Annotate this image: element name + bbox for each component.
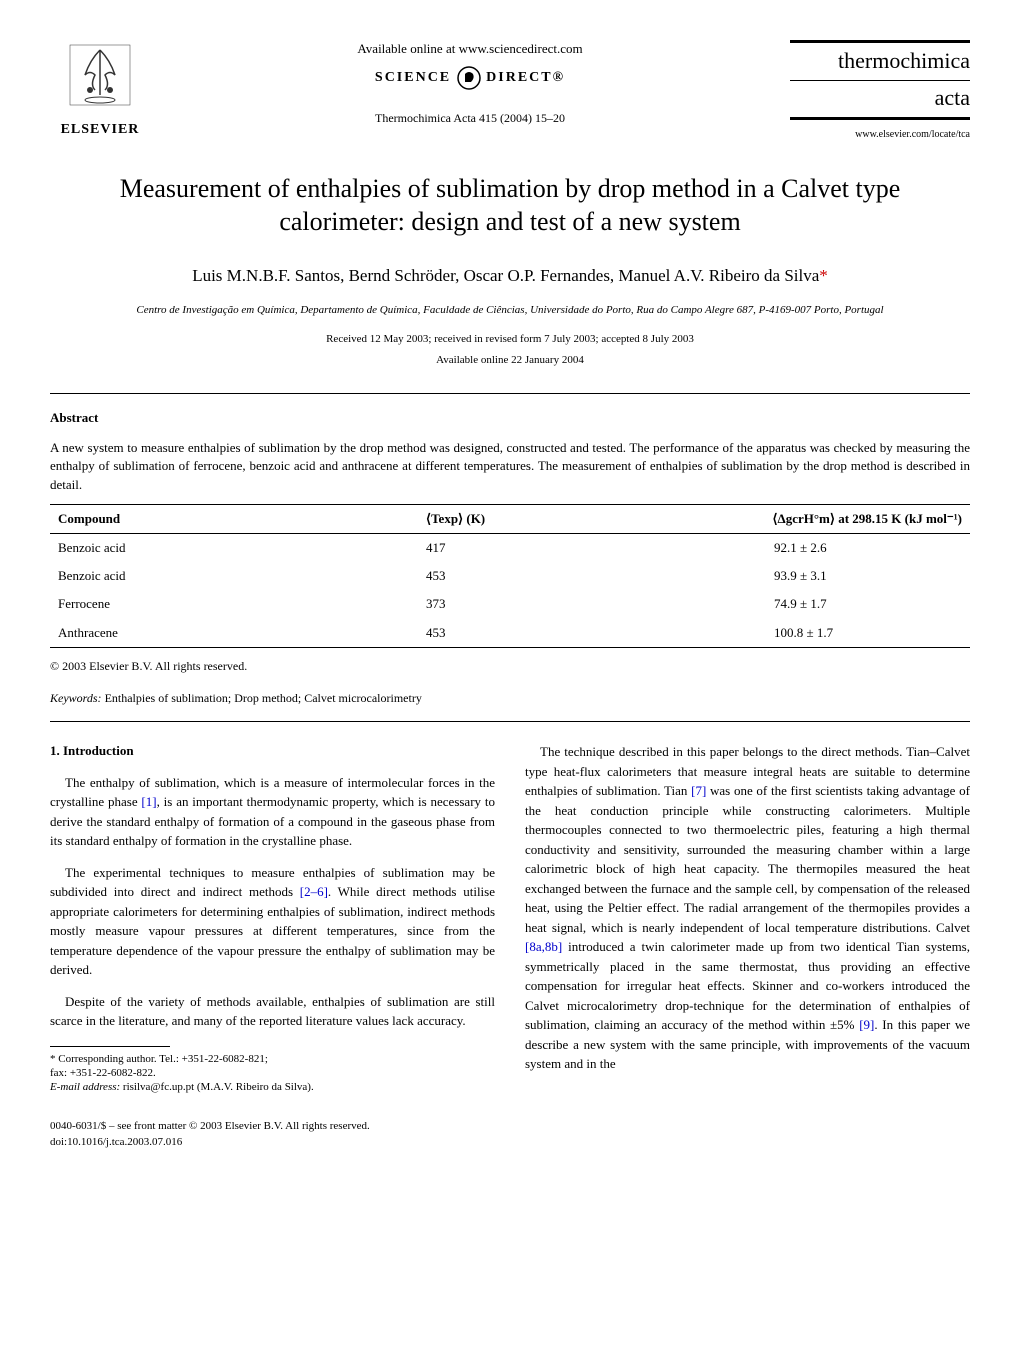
abstract-heading: Abstract: [50, 409, 970, 427]
table-header: ⟨Texp⟩ (K): [418, 504, 694, 533]
available-online-date: Available online 22 January 2004: [50, 353, 970, 368]
doi-line: doi:10.1016/j.tca.2003.07.016: [50, 1135, 970, 1150]
authors: Luis M.N.B.F. Santos, Bernd Schröder, Os…: [50, 264, 970, 288]
introduction-heading: 1. Introduction: [50, 742, 495, 760]
ref-link[interactable]: [8a,8b]: [525, 939, 562, 954]
journal-title: thermochimica: [790, 40, 970, 81]
table-row: Benzoic acid 453 93.9 ± 3.1: [50, 562, 970, 590]
ref-link[interactable]: [2–6]: [300, 884, 328, 899]
publisher-logo: ELSEVIER: [50, 40, 150, 140]
sciencedirect-logo: SCIENCE DIRECT®: [170, 66, 770, 90]
two-column-layout: 1. Introduction The enthalpy of sublimat…: [50, 742, 970, 1094]
sciencedirect-icon: [457, 66, 481, 90]
email-label: E-mail address:: [50, 1081, 120, 1093]
body-paragraph: The enthalpy of sublimation, which is a …: [50, 773, 495, 851]
journal-subtitle: acta: [790, 83, 970, 120]
journal-logo: thermochimica acta www.elsevier.com/loca…: [790, 40, 970, 142]
copyright: © 2003 Elsevier B.V. All rights reserved…: [50, 658, 970, 675]
left-column: 1. Introduction The enthalpy of sublimat…: [50, 742, 495, 1094]
ref-link[interactable]: [1]: [141, 794, 156, 809]
affiliation: Centro de Investigação em Química, Depar…: [110, 303, 910, 317]
right-column: The technique described in this paper be…: [525, 742, 970, 1094]
table-row: Ferrocene 373 74.9 ± 1.7: [50, 590, 970, 618]
email-value: risilva@fc.up.pt (M.A.V. Ribeiro da Silv…: [120, 1081, 314, 1093]
journal-reference: Thermochimica Acta 415 (2004) 15–20: [170, 110, 770, 127]
email-footnote: E-mail address: risilva@fc.up.pt (M.A.V.…: [50, 1080, 495, 1094]
authors-list: Luis M.N.B.F. Santos, Bernd Schröder, Os…: [192, 266, 819, 285]
corresponding-footnote: * Corresponding author. Tel.: +351-22-60…: [50, 1052, 495, 1066]
table-cell: 453: [418, 562, 694, 590]
keywords-label: Keywords:: [50, 691, 102, 705]
page-footer: 0040-6031/$ – see front matter © 2003 El…: [50, 1119, 970, 1150]
abstract-text: A new system to measure enthalpies of su…: [50, 439, 970, 494]
table-cell: 100.8 ± 1.7: [694, 619, 970, 648]
table-cell: Benzoic acid: [50, 534, 418, 563]
ref-link[interactable]: [7]: [691, 783, 706, 798]
table-cell: 93.9 ± 3.1: [694, 562, 970, 590]
table-header: Compound: [50, 504, 418, 533]
elsevier-tree-icon: [65, 40, 135, 110]
data-table: Compound ⟨Texp⟩ (K) ⟨ΔgcrH°m⟩ at 298.15 …: [50, 504, 970, 648]
table-cell: 373: [418, 590, 694, 618]
publisher-name: ELSEVIER: [50, 120, 150, 140]
received-dates: Received 12 May 2003; received in revise…: [50, 332, 970, 347]
table-row: Anthracene 453 100.8 ± 1.7: [50, 619, 970, 648]
available-online-text: Available online at www.sciencedirect.co…: [170, 40, 770, 58]
body-paragraph: The technique described in this paper be…: [525, 742, 970, 1074]
table-cell: 74.9 ± 1.7: [694, 590, 970, 618]
sd-suffix: DIRECT®: [486, 70, 565, 85]
body-paragraph: Despite of the variety of methods availa…: [50, 992, 495, 1031]
center-header: Available online at www.sciencedirect.co…: [150, 40, 790, 127]
table-cell: Anthracene: [50, 619, 418, 648]
footnote-separator: [50, 1046, 170, 1047]
page-header: ELSEVIER Available online at www.science…: [50, 40, 970, 142]
article-title: Measurement of enthalpies of sublimation…: [100, 172, 920, 240]
journal-url: www.elsevier.com/locate/tca: [790, 128, 970, 142]
fax-footnote: fax: +351-22-6082-822.: [50, 1066, 495, 1080]
ref-link[interactable]: [9]: [859, 1017, 874, 1032]
divider: [50, 393, 970, 394]
divider: [50, 721, 970, 722]
issn-line: 0040-6031/$ – see front matter © 2003 El…: [50, 1119, 970, 1134]
table-cell: Benzoic acid: [50, 562, 418, 590]
table-cell: 92.1 ± 2.6: [694, 534, 970, 563]
sd-prefix: SCIENCE: [375, 70, 451, 85]
corresponding-marker: *: [819, 266, 828, 285]
table-cell: 453: [418, 619, 694, 648]
table-cell: 417: [418, 534, 694, 563]
keywords-text: Enthalpies of sublimation; Drop method; …: [102, 691, 422, 705]
table-header-row: Compound ⟨Texp⟩ (K) ⟨ΔgcrH°m⟩ at 298.15 …: [50, 504, 970, 533]
table-row: Benzoic acid 417 92.1 ± 2.6: [50, 534, 970, 563]
keywords: Keywords: Enthalpies of sublimation; Dro…: [50, 690, 970, 707]
table-header: ⟨ΔgcrH°m⟩ at 298.15 K (kJ mol⁻¹): [694, 504, 970, 533]
body-paragraph: The experimental techniques to measure e…: [50, 863, 495, 980]
table-cell: Ferrocene: [50, 590, 418, 618]
